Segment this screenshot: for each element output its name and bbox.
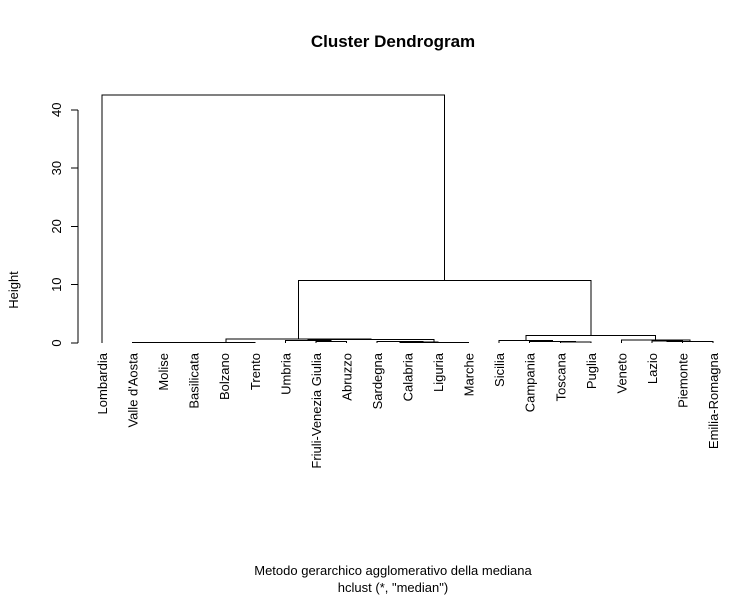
y-tick-label: 20 [49,219,64,233]
merge-link [499,341,552,343]
leaf-label: Umbria [278,352,293,395]
leaf-label: Lombardia [95,352,110,414]
dendrogram-merge [299,281,591,339]
leaf-label: Calabria [401,352,416,401]
leaf-label: Emilia-Romagna [706,352,721,449]
y-tick-label: 30 [49,161,64,175]
leaf-label: Piemonte [675,353,690,408]
merge-link [560,342,591,343]
leaf-label: Marche [462,353,477,396]
leaf-label: Trento [248,353,263,390]
chart-title: Cluster Dendrogram [311,32,475,51]
y-axis-label: Height [6,271,21,309]
leaf-label: Basilicata [187,352,202,408]
dendrogram-tree [102,95,713,343]
leaf-label: Liguria [431,352,446,392]
leaf-label: Friuli-Venezia Giulia [309,352,324,468]
method-subtitle: hclust (*, "median") [338,580,448,595]
merge-link [299,281,591,339]
x-axis-label: Metodo gerarchico agglomerativo della me… [254,563,532,578]
leaf-label: Molise [156,353,171,391]
leaf-label: Campania [523,352,538,412]
y-tick-label: 0 [49,339,64,346]
y-tick-label: 10 [49,277,64,291]
y-axis: 0 10 20 30 40 [49,103,78,347]
leaf-label: Bolzano [217,353,232,400]
leaf-label: Toscana [553,352,568,401]
dendrogram-merge [560,342,591,343]
leaf-label: Valle d'Aosta [126,352,141,427]
leaf-label: Puglia [584,352,599,389]
leaf-label: Sicilia [492,352,507,387]
dendrogram-merge [316,341,347,343]
leaf-label: Sardegna [370,352,385,409]
dendrogram-merge [499,341,552,343]
leaf-label: Lazio [645,353,660,384]
merge-link [102,95,445,343]
leaf-label: Abruzzo [339,353,354,401]
y-tick-label: 40 [49,103,64,117]
leaf-label: Veneto [614,353,629,394]
dendrogram-merge [102,95,445,343]
merge-link [316,341,347,343]
leaf-labels: Lombardia Valle d'Aosta Molise Basilicata Bo… [95,352,721,468]
